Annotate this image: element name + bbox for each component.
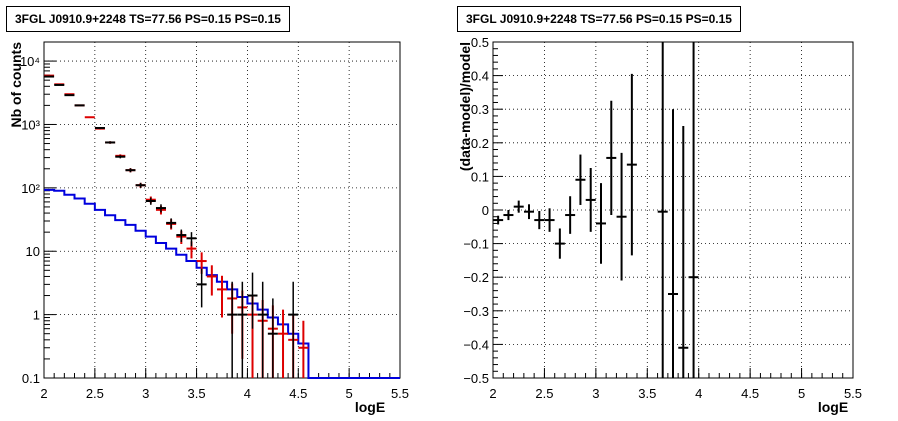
background-model-histogram — [44, 188, 400, 379]
y-tick-label: 10 — [26, 244, 40, 259]
counts-chart: 2 2.5 3 3.5 4 4.5 5 5.5 0.1 1 10 10² 10³ 10⁴ logE Nb of… — [8, 41, 409, 415]
x-tick-label: 3 — [142, 386, 149, 401]
x-tick-label: 4 — [244, 386, 251, 401]
y-tick-label: 0.4 — [471, 69, 489, 84]
x-axis-label: logE — [818, 399, 848, 415]
residual-point — [565, 196, 576, 234]
residual-point — [596, 183, 606, 264]
y-axis-label: Nb of counts — [8, 42, 24, 128]
y-tick-label: 10³ — [21, 117, 40, 132]
residual-point — [668, 109, 678, 378]
data-point — [135, 182, 146, 188]
y-tick-label: 1 — [33, 308, 40, 323]
residual-point — [678, 126, 689, 378]
data-point — [176, 229, 187, 242]
data-point — [166, 218, 177, 229]
residual-point — [575, 154, 586, 205]
data-point — [267, 298, 278, 378]
residual-point — [544, 208, 555, 232]
x-tick-label: 5 — [798, 386, 805, 401]
data-point — [125, 168, 136, 173]
x-tick-label: 5.5 — [844, 386, 862, 401]
data-point — [257, 281, 268, 378]
residual-point — [585, 168, 596, 232]
y-tick-label: −0.4 — [463, 337, 489, 352]
data-point — [105, 141, 116, 144]
x-tick-label: 5 — [346, 386, 353, 401]
residual-panel: 3FGL J0910.9+2248 TS=77.56 PS=0.15 PS=0.… — [449, 0, 898, 421]
y-tick-label: 0.5 — [471, 35, 489, 50]
y-tick-label: −0.2 — [463, 270, 489, 285]
model-point — [84, 116, 95, 119]
model-point — [217, 275, 227, 318]
counts-chart-title: 3FGL J0910.9+2248 TS=77.56 PS=0.15 PS=0.… — [6, 6, 290, 32]
x-tick-label: 4 — [695, 386, 702, 401]
residual-point — [503, 210, 514, 221]
residual-point — [493, 215, 504, 225]
x-tick-label: 2.5 — [535, 386, 553, 401]
y-tick-label: −0.3 — [463, 304, 489, 319]
data-point — [237, 281, 248, 378]
x-tick-label: 2 — [489, 386, 496, 401]
model-point — [298, 320, 309, 378]
x-tick-label: 3.5 — [638, 386, 656, 401]
data-point — [196, 268, 207, 308]
residual-point — [513, 200, 524, 213]
data-point — [115, 155, 126, 159]
data-point — [64, 94, 75, 97]
x-tick-label: 3.5 — [188, 386, 206, 401]
y-tick-label: 10² — [21, 181, 40, 196]
counts-panel: 3FGL J0910.9+2248 TS=77.56 PS=0.15 PS=0.… — [6, 6, 409, 415]
residual-point — [554, 228, 565, 259]
data-point — [74, 104, 85, 107]
model-point — [278, 309, 289, 378]
data-point — [227, 281, 238, 378]
data-point — [247, 272, 258, 329]
data-point — [94, 126, 105, 129]
data-point — [155, 204, 166, 213]
x-tick-label: 4.5 — [741, 386, 759, 401]
data-point — [145, 197, 156, 205]
y-tick-label: 0.3 — [471, 102, 489, 117]
residual-point — [606, 100, 617, 216]
residual-point — [688, 42, 699, 378]
y-tick-label: −0.1 — [463, 237, 489, 252]
y-tick-label: −0.5 — [463, 371, 489, 386]
y-tick-label: 0.1 — [22, 371, 40, 386]
residual-point — [534, 211, 545, 230]
y-tick-label: 10⁴ — [20, 54, 40, 69]
residual-point — [616, 152, 627, 281]
residual-chart-title: 3FGL J0910.9+2248 TS=77.56 PS=0.15 PS=0.… — [457, 6, 741, 32]
y-axis-label: (data-model)/model — [457, 42, 473, 171]
residual-point — [524, 204, 534, 220]
residual-chart: 2 2.5 3 3.5 4 4.5 5 5.5 −0.5 −0.4 −0.3 −0.2 −0.1 0 0.1… — [457, 35, 862, 415]
data-point — [54, 83, 65, 86]
x-tick-label: 5.5 — [391, 386, 409, 401]
x-tick-label: 4.5 — [289, 386, 307, 401]
x-axis-label: logE — [355, 399, 385, 415]
residual-point — [626, 73, 637, 256]
data-point — [288, 281, 299, 378]
x-tick-label: 3 — [592, 386, 599, 401]
y-tick-label: 0 — [482, 203, 489, 218]
data-point — [44, 75, 55, 78]
residual-point — [657, 42, 668, 378]
data-point — [186, 232, 197, 247]
model-point — [206, 265, 217, 296]
x-tick-label: 2.5 — [86, 386, 104, 401]
x-tick-label: 2 — [40, 386, 47, 401]
y-tick-label: 0.2 — [471, 136, 489, 151]
y-tick-label: 0.1 — [471, 169, 489, 184]
